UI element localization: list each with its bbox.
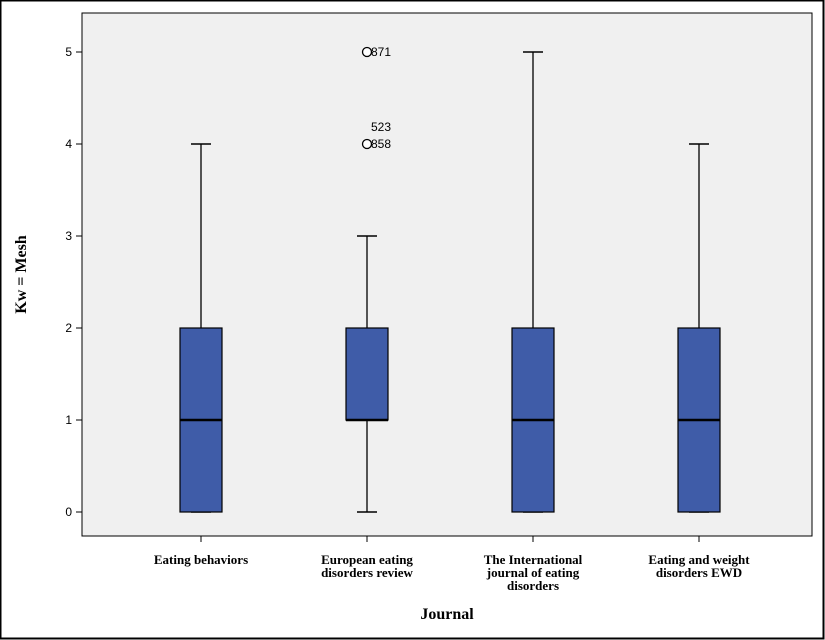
y-tick-label: 4 xyxy=(65,137,72,151)
outliers: 871 523 858 xyxy=(361,45,391,151)
outlier-label: 523 xyxy=(371,120,391,134)
outlier-point xyxy=(361,138,373,150)
box-3 xyxy=(511,51,555,513)
y-tick-label: 0 xyxy=(65,505,72,519)
boxes xyxy=(179,51,721,513)
x-axis-label: Journal xyxy=(420,606,474,623)
y-tick-label: 2 xyxy=(65,321,72,335)
x-tick-label: The International journal of eating disord… xyxy=(484,552,583,593)
y-tick-label: 1 xyxy=(65,413,72,427)
x-tick-label: Eating behaviors xyxy=(154,552,248,567)
y-tick-label: 5 xyxy=(65,45,72,59)
y-axis-label: Kw = Mesh xyxy=(13,235,30,314)
box-2 xyxy=(345,235,389,513)
x-tick-label: European eating disorders review xyxy=(321,552,413,580)
y-tick-label: 3 xyxy=(65,229,72,243)
outlier-label: 858 xyxy=(371,137,391,151)
x-axis: Eating behaviors European eating disorders… xyxy=(154,536,750,593)
box-1 xyxy=(179,143,223,513)
x-tick-label: Eating and weight disorders EWD xyxy=(648,552,750,580)
outlier-label: 871 xyxy=(371,45,391,59)
y-axis: 0 1 2 3 4 5 xyxy=(65,45,82,519)
box-4 xyxy=(677,143,721,513)
outlier-point xyxy=(361,46,373,58)
box-iqr xyxy=(345,327,389,421)
